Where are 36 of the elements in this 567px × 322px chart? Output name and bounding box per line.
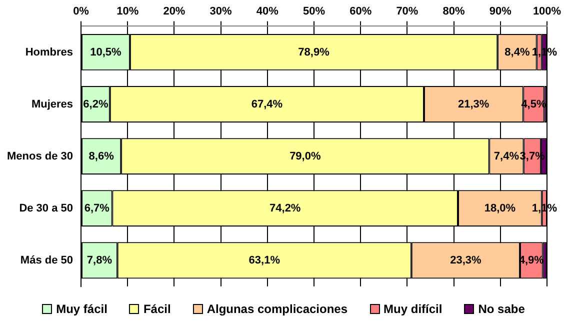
text: Fácil	[143, 302, 171, 316]
x-tick-label: 60%	[350, 6, 372, 18]
x-tick-label: 10%	[116, 6, 139, 18]
data-label: 18,0%	[484, 202, 516, 214]
data-label: 8,6%	[88, 150, 114, 162]
y-tick-label: Mujeres	[31, 98, 74, 110]
legend-label: Algunas complicaciones	[206, 302, 348, 316]
x-tick-label: 70%	[396, 6, 418, 18]
y-tick-label: Más de 50	[20, 254, 74, 266]
y-tick-label: Menos de 30	[6, 150, 74, 162]
x-tick-label: 30%	[210, 6, 232, 18]
x-tick-label: 90%	[489, 6, 512, 18]
data-label: 8,4%	[504, 46, 530, 58]
data-label: 21,3%	[458, 98, 490, 110]
legend-label: Muy fácil	[56, 302, 108, 316]
data-label: 78,9%	[298, 46, 330, 58]
data-label: 67,4%	[251, 98, 283, 110]
data-label: 23,3%	[450, 254, 482, 266]
data-label: 6,7%	[84, 202, 110, 214]
data-label: 7,8%	[86, 254, 112, 266]
data-label: 10,5%	[90, 46, 122, 58]
x-tick-label: 20%	[163, 6, 186, 18]
y-tick-label: De 30 a 50	[19, 202, 74, 214]
data-label: 74,2%	[270, 202, 301, 214]
x-tick-label: 80%	[442, 6, 466, 18]
legend-label: Muy difícil	[384, 302, 442, 316]
x-tick-label: 100%	[532, 6, 562, 18]
data-label: 6,2%	[83, 98, 108, 110]
data-label: 79,0%	[290, 150, 321, 162]
data-label: 7,4%	[494, 150, 520, 162]
x-tick-label: 40%	[256, 6, 279, 18]
x-tick-label: 50%	[302, 6, 326, 18]
data-label: 63,1%	[248, 254, 280, 266]
legend-label: No sabe	[478, 302, 525, 316]
x-tick-label: 0%	[73, 6, 90, 18]
y-tick-label: Hombres	[25, 46, 74, 58]
